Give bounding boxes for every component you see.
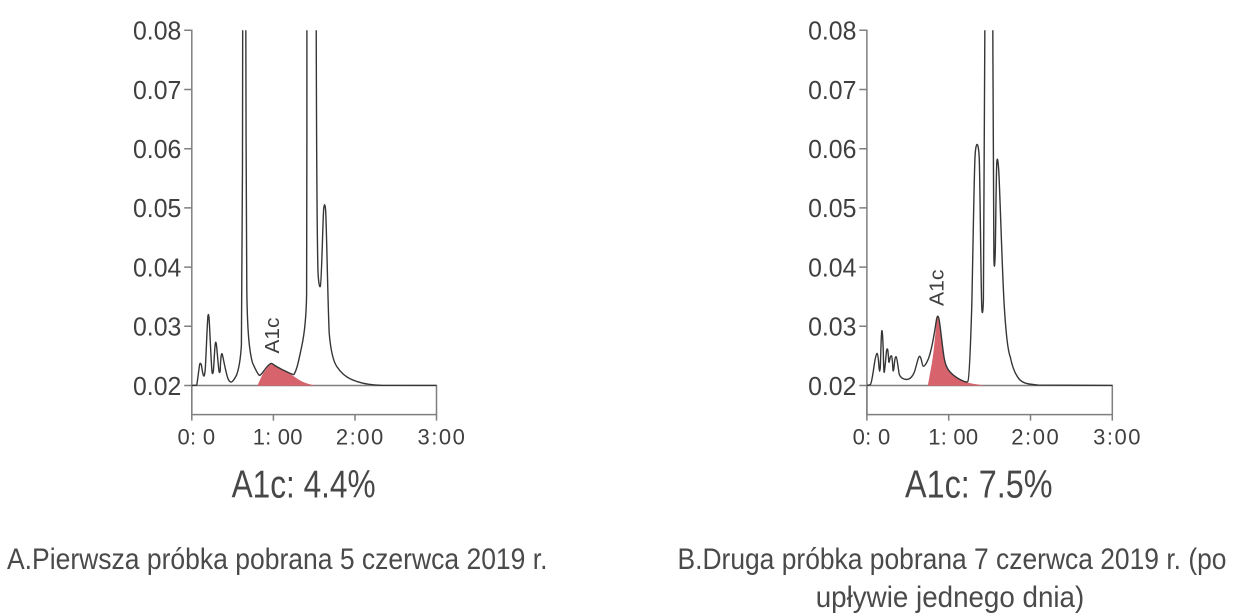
svg-text:0.05: 0.05 [133, 193, 181, 223]
svg-text:0.03: 0.03 [808, 312, 856, 342]
svg-text:0.02: 0.02 [133, 371, 181, 401]
svg-text:1: 00: 1: 00 [928, 424, 978, 449]
svg-text:3:00: 3:00 [418, 424, 465, 449]
svg-text:0.07: 0.07 [133, 75, 181, 105]
svg-text:A.Pierwsza próbka pobrana 5 cz: A.Pierwsza próbka pobrana 5 czerwca 2019… [7, 543, 548, 576]
svg-text:0.08: 0.08 [133, 16, 181, 46]
svg-text:upływie jednego dnia): upływie jednego dnia) [816, 581, 1085, 614]
svg-text:0.06: 0.06 [133, 134, 181, 164]
svg-text:B.Druga próbka pobrana 7 czerw: B.Druga próbka pobrana 7 czerwca 2019 r.… [678, 543, 1227, 576]
svg-text:2:00: 2:00 [1011, 424, 1058, 449]
svg-text:A1c: A1c [262, 318, 284, 354]
svg-text:0.03: 0.03 [133, 312, 181, 342]
svg-text:0.04: 0.04 [808, 252, 856, 282]
svg-text:3:00: 3:00 [1093, 424, 1140, 449]
svg-text:1: 00: 1: 00 [253, 424, 303, 449]
svg-text:0: 0: 0: 0 [853, 424, 891, 449]
svg-text:0.02: 0.02 [808, 371, 856, 401]
svg-text:0.05: 0.05 [808, 193, 856, 223]
svg-text:2:00: 2:00 [336, 424, 383, 449]
svg-text:0.04: 0.04 [133, 252, 181, 282]
svg-text:A1c: A1c [927, 270, 949, 307]
svg-text:0.08: 0.08 [808, 16, 856, 46]
svg-text:A1c: 4.4%: A1c: 4.4% [232, 463, 376, 506]
svg-text:0: 0: 0: 0 [178, 424, 216, 449]
svg-text:0.07: 0.07 [808, 75, 856, 105]
svg-text:A1c: 7.5%: A1c: 7.5% [905, 463, 1053, 506]
svg-text:0.06: 0.06 [808, 134, 856, 164]
